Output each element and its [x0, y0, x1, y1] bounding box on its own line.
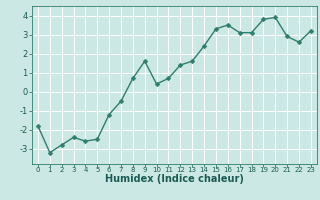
- X-axis label: Humidex (Indice chaleur): Humidex (Indice chaleur): [105, 174, 244, 184]
